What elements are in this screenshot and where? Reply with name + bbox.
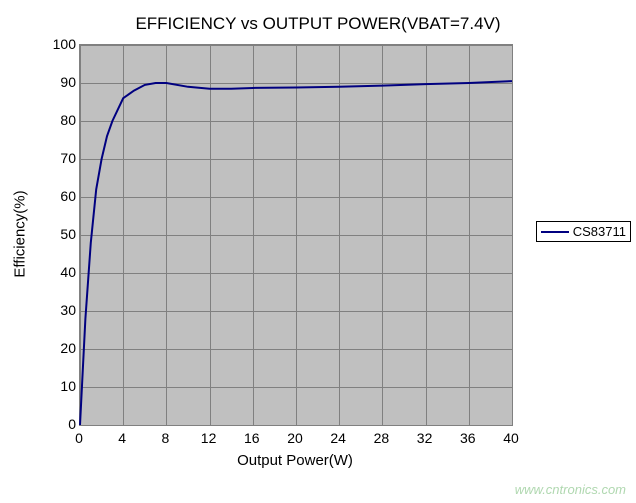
y-tick-label: 20 (60, 340, 76, 356)
x-tick-label: 20 (287, 430, 303, 446)
y-tick-label: 10 (60, 378, 76, 394)
x-tick-label: 32 (417, 430, 433, 446)
x-tick-label: 24 (330, 430, 346, 446)
x-tick-label: 8 (161, 430, 169, 446)
series-line (80, 81, 512, 425)
y-tick-label: 100 (53, 36, 76, 52)
x-tick-label: 16 (244, 430, 260, 446)
x-tick-label: 0 (75, 430, 83, 446)
y-tick-label: 30 (60, 302, 76, 318)
chart-title: EFFICIENCY vs OUTPUT POWER(VBAT=7.4V) (0, 14, 636, 34)
grid-vertical (512, 45, 513, 425)
y-tick-label: 60 (60, 188, 76, 204)
x-tick-label: 36 (460, 430, 476, 446)
y-tick-label: 80 (60, 112, 76, 128)
watermark-text: www.cntronics.com (515, 482, 626, 497)
x-tick-label: 4 (118, 430, 126, 446)
y-tick-label: 90 (60, 74, 76, 90)
y-tick-label: 50 (60, 226, 76, 242)
y-tick-label: 40 (60, 264, 76, 280)
y-axis-label: Efficiency(%) (12, 190, 29, 277)
x-axis-label: Output Power(W) (79, 452, 511, 469)
plot-area (79, 44, 513, 426)
y-tick-label: 70 (60, 150, 76, 166)
grid-horizontal (80, 425, 512, 426)
legend: CS83711 (536, 221, 631, 242)
legend-series-label: CS83711 (573, 224, 626, 239)
legend-line-swatch (541, 231, 569, 233)
line-layer (80, 45, 512, 425)
x-tick-label: 12 (201, 430, 217, 446)
x-tick-label: 28 (374, 430, 390, 446)
x-tick-label: 40 (503, 430, 519, 446)
